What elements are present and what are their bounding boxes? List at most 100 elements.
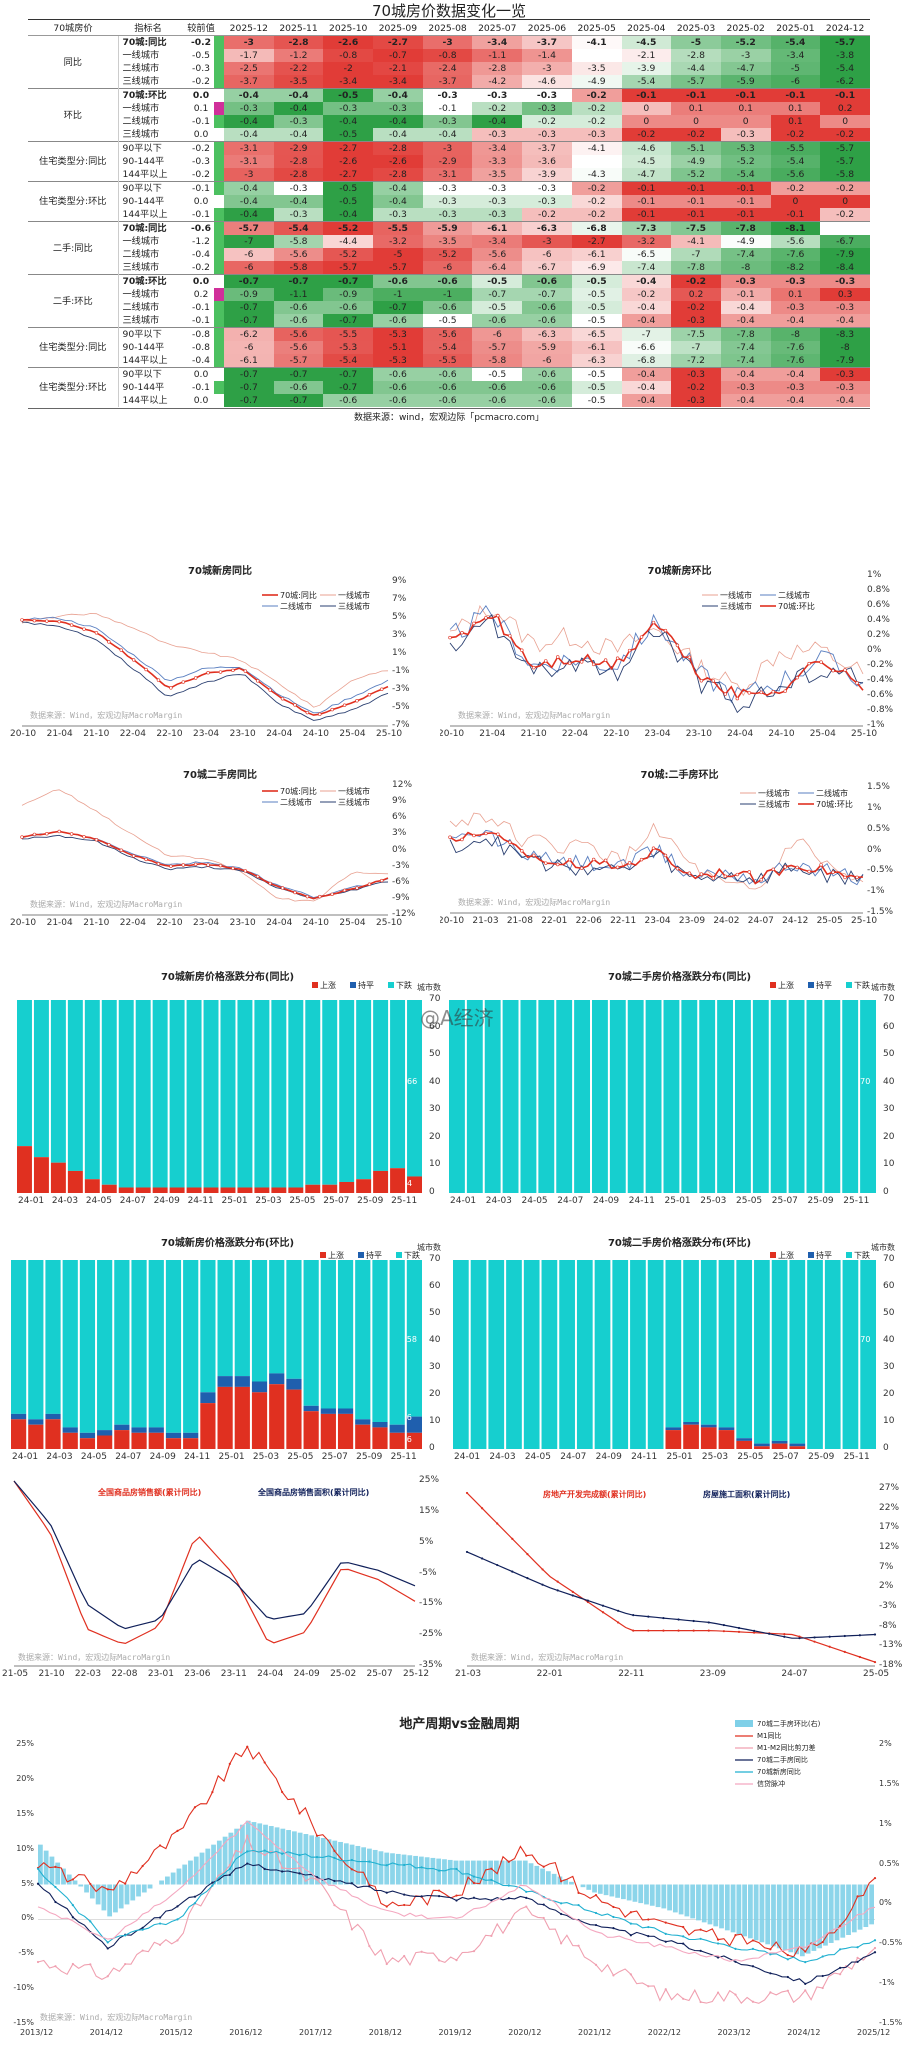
series-marker — [490, 1878, 493, 1882]
x-tick-label: 23-10 — [229, 729, 256, 739]
bar-down — [506, 1260, 522, 1449]
y-tick-label: -0.4% — [867, 675, 894, 685]
x-tick-label: 25-09 — [357, 1196, 384, 1206]
source-note: 数据来源：Wind，宏观边际MacroMargin — [18, 1653, 171, 1662]
bar-second-mom — [372, 1849, 378, 1885]
bar-second-mom — [459, 1860, 465, 1885]
series-marker — [69, 832, 74, 836]
series-marker — [246, 1862, 249, 1865]
series-line — [13, 1480, 416, 1645]
y-tick-label: 1% — [867, 570, 882, 580]
table-cell: -0.7 — [323, 314, 374, 328]
series-marker — [231, 866, 235, 871]
series-line — [13, 1480, 416, 1630]
table-cell: -0.6 — [522, 367, 572, 381]
series-marker — [751, 1947, 755, 1950]
row-delta: 0.2 — [178, 288, 224, 301]
x-tick-label: 22-04 — [561, 729, 589, 739]
series-marker — [664, 1932, 667, 1935]
series-marker — [472, 1950, 476, 1953]
table-cell: -8 — [720, 261, 771, 275]
y-tick-label: 12% — [392, 780, 413, 790]
table-cell: -5.7 — [472, 341, 523, 354]
chart-second-yoy: 70城二手房同比 12% 9% 6% 3% 0% -3% -6% -9% -12% 20-10 21-… — [0, 764, 440, 949]
bar-flat — [372, 1422, 388, 1428]
bar-flat — [217, 1376, 233, 1387]
series-marker — [367, 692, 372, 697]
chart-svg — [17, 982, 422, 1193]
series-marker — [768, 1632, 771, 1635]
legend-label: 二线城市 — [816, 789, 848, 798]
x-tick-label: 24-09 — [595, 1452, 622, 1462]
bar-second-mom — [528, 1863, 534, 1885]
series-marker — [367, 882, 372, 886]
series-marker — [420, 1895, 423, 1898]
bar-up — [237, 1187, 253, 1193]
series-line — [37, 1820, 876, 1962]
y2-tick-label: 1% — [879, 1818, 892, 1828]
bar-down — [269, 1260, 285, 1374]
series-marker — [786, 1953, 789, 1957]
table-cell: -0.2 — [571, 102, 622, 115]
bar-second-mom — [840, 1884, 846, 1938]
legend-label: 房屋施工面积(累计同比) — [703, 1490, 791, 1499]
table-cell: -5.4 — [820, 62, 870, 75]
legend-label: 二线城市 — [280, 798, 312, 807]
series-marker — [577, 1891, 580, 1894]
table-cell: -0.2 — [671, 128, 721, 142]
table-cell: -1.4 — [522, 49, 572, 62]
legend-label: M1-M2同比剪刀差 — [757, 1744, 816, 1752]
chart-sales: 25% 15% 5% -5% -15% -25% -35% 21-05 21-10 22-03 22… — [0, 1475, 455, 1690]
row-delta: 0.0 — [178, 274, 224, 288]
table-cell: -3.3 — [472, 155, 523, 168]
row-indicator-name: 一线城市 — [122, 236, 160, 247]
series-marker — [873, 1951, 877, 1954]
bar-second-mom — [418, 1856, 424, 1885]
series-marker — [663, 853, 668, 858]
series-marker — [807, 661, 811, 666]
bar-down — [663, 1000, 680, 1193]
bar-down — [574, 1000, 590, 1193]
table-cell: -2.6 — [323, 35, 374, 49]
bar-down — [523, 1260, 540, 1449]
bar-down — [576, 1260, 593, 1449]
table-cell: -0.3 — [472, 208, 523, 222]
series-marker — [556, 1580, 559, 1583]
series-marker — [577, 1944, 580, 1947]
table-cell: -5.1 — [671, 141, 721, 155]
table-cell: -2.8 — [273, 155, 324, 168]
x-tick-label: 25-11 — [843, 1196, 870, 1206]
series-line — [21, 621, 389, 721]
series-marker — [218, 863, 223, 868]
series-marker — [612, 1974, 615, 1977]
bar-up — [406, 1432, 422, 1449]
row-delta: -0.3 — [178, 62, 224, 75]
y-tick-label: 30 — [883, 1362, 895, 1372]
y-tick-label: 20 — [883, 1389, 895, 1399]
bar-down — [320, 1260, 336, 1409]
source-note: 数据来源：Wind，宏观边际MacroMargin — [458, 711, 611, 720]
table-cell: -3 — [522, 62, 572, 75]
table-cell: -0.5 — [472, 274, 523, 288]
table-cell: -7 — [671, 248, 721, 261]
y-tick-label: 70 — [883, 994, 895, 1004]
x-tick-label: 24-10 — [302, 729, 329, 739]
table-cell: -0.3 — [522, 88, 572, 102]
series-marker — [783, 1632, 786, 1636]
bar-second-mom — [649, 1884, 655, 1906]
series-marker — [651, 620, 656, 625]
bar-flat — [183, 1432, 199, 1439]
bar-second-mom — [280, 1828, 286, 1885]
bar-second-mom — [159, 1880, 164, 1885]
x-tick-label: 25-01 — [666, 1452, 693, 1462]
series-marker — [560, 1880, 563, 1883]
series-marker — [158, 1844, 162, 1847]
series-line — [449, 835, 864, 886]
bar-down — [322, 1000, 338, 1185]
chart-svg — [11, 1252, 422, 1449]
bar-up — [356, 1179, 372, 1193]
table-cell: 0 — [621, 115, 672, 128]
table-cell: -0.3 — [472, 88, 523, 102]
bar-second-mom — [72, 1880, 78, 1885]
y-tick-label: 70 — [883, 1254, 895, 1264]
